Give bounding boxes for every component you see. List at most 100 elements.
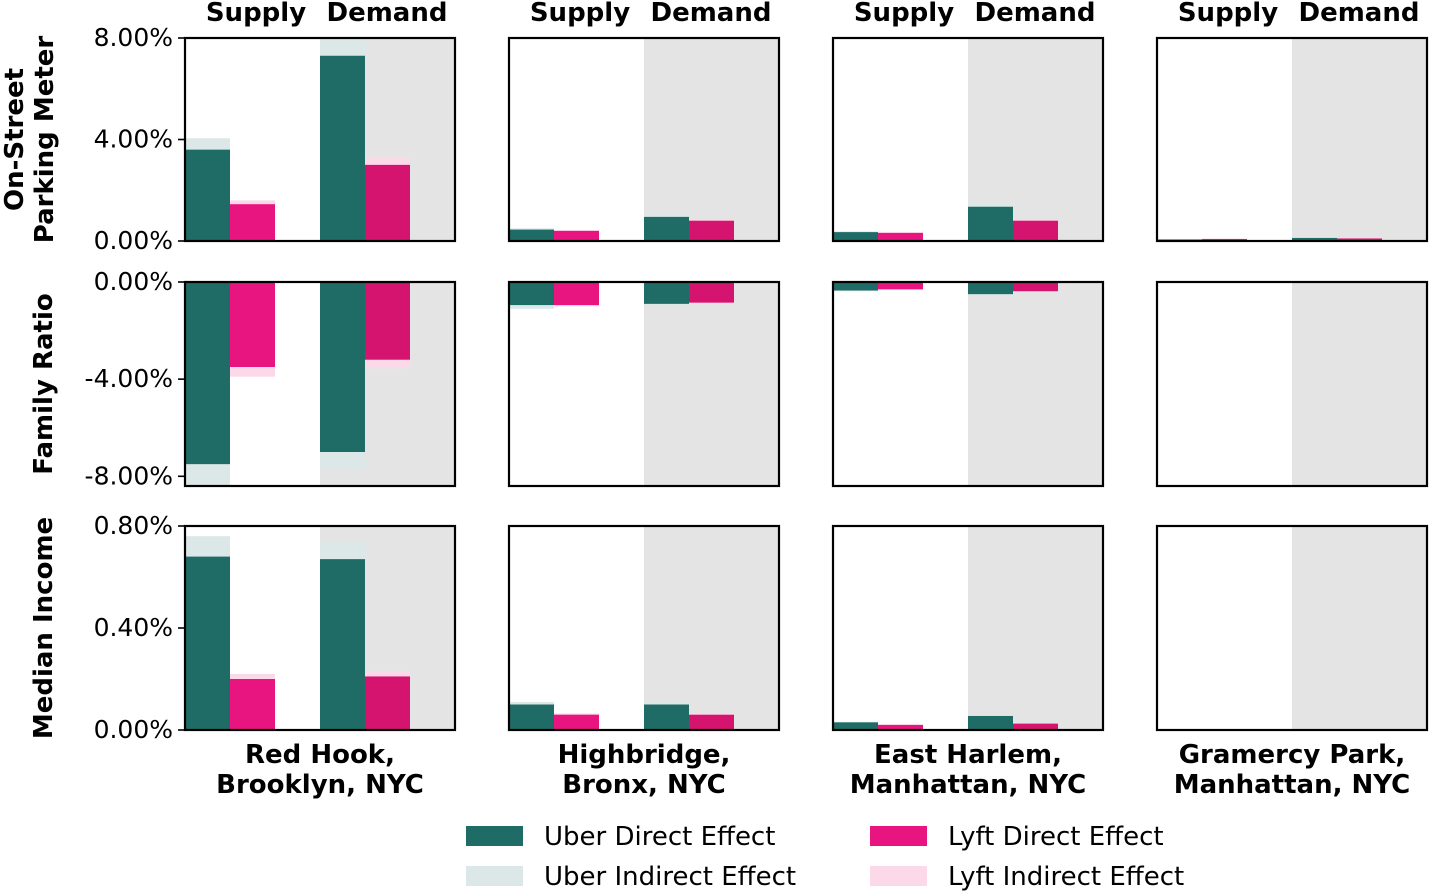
panel-frame (507, 36, 781, 243)
column-label: Gramercy Park, (1179, 740, 1406, 770)
lyft-direct-bar-demand (365, 282, 410, 360)
legend-swatch (466, 826, 523, 846)
panel-r1-c1 (178, 36, 457, 243)
panel-frame (831, 36, 1105, 243)
y-tick-label: 4.00% (94, 125, 173, 154)
lyft-direct-bar-demand (1013, 220, 1058, 241)
lyft-direct-bar-supply (878, 232, 923, 241)
lyft-direct-bar-supply (554, 282, 599, 306)
uber-direct-bar-demand (644, 216, 689, 241)
column-label: Red Hook, (245, 740, 395, 770)
column-label: Bronx, NYC (562, 770, 725, 800)
lyft-direct-bar-demand (1337, 238, 1382, 241)
lyft-direct-bar-supply (878, 282, 923, 290)
lyft-direct-bar-supply (230, 679, 275, 730)
panel-frame (1155, 36, 1429, 243)
legend-label: Uber Indirect Effect (544, 862, 796, 892)
uber-direct-bar-demand (1292, 237, 1337, 241)
uber-direct-bar-supply (185, 556, 230, 730)
group-header-demand: Demand (651, 0, 772, 28)
panel-frame (507, 524, 781, 732)
panel-r2-c2 (507, 280, 781, 488)
panel-r1-c4 (1155, 36, 1429, 243)
lyft-direct-bar-demand (365, 676, 410, 730)
lyft-direct-bar-demand (689, 220, 734, 241)
demand-background (644, 526, 779, 730)
uber-direct-bar-supply (833, 722, 878, 730)
y-tick-label: -8.00% (85, 461, 173, 490)
lyft-direct-bar-supply (230, 282, 275, 367)
demand-background (968, 282, 1103, 486)
column-label: Highbridge, (558, 740, 731, 770)
chart-legend: Uber Direct Effect Uber Indirect Effect Ly… (466, 822, 1184, 892)
y-tick-label: 0.00% (94, 267, 173, 296)
group-header-supply: Supply (530, 0, 630, 28)
demand-background (644, 282, 779, 486)
column-label: Brooklyn, NYC (216, 770, 424, 800)
uber-direct-bar-demand (320, 559, 365, 730)
panel-r3-c3 (831, 524, 1105, 732)
uber-direct-bar-demand (968, 206, 1013, 241)
chart-panels (178, 36, 1429, 732)
group-header-supply: Supply (854, 0, 954, 28)
row-label: On-Street (0, 68, 30, 211)
uber-direct-bar-supply (509, 704, 554, 730)
lyft-direct-bar-supply (878, 724, 923, 730)
legend-swatch (466, 866, 523, 886)
uber-direct-bar-demand (320, 282, 365, 452)
panel-r3-c1 (178, 524, 457, 732)
panel-r3-c2 (507, 524, 781, 732)
panel-frame (507, 280, 781, 488)
lyft-direct-bar-supply (554, 714, 599, 730)
uber-direct-bar-demand (644, 282, 689, 304)
row-label: Median Income (29, 517, 59, 739)
legend-label: Lyft Indirect Effect (948, 862, 1184, 892)
panel-r3-c4 (1155, 524, 1429, 732)
lyft-direct-bar-demand (1013, 282, 1058, 292)
uber-direct-bar-demand (968, 715, 1013, 730)
y-tick-label: 0.00% (94, 715, 173, 744)
uber-direct-bar-supply (509, 282, 554, 306)
panel-r2-c4 (1155, 280, 1429, 488)
demand-background (644, 38, 779, 241)
legend-swatch (870, 826, 927, 846)
panel-frame (831, 524, 1105, 732)
row-label: Parking Meter (30, 36, 60, 244)
demand-background (1292, 282, 1427, 486)
lyft-direct-bar-supply (230, 204, 275, 241)
chart-labels: 8.00% 4.00% 0.00% On-Street Parking Meter 0.0… (0, 0, 1419, 800)
column-label: East Harlem, (874, 740, 1062, 770)
demand-background (1292, 38, 1427, 241)
lyft-direct-bar-demand (689, 714, 734, 730)
group-header-supply: Supply (1178, 0, 1278, 28)
y-tick-label: 0.80% (94, 511, 173, 540)
group-header-demand: Demand (327, 0, 448, 28)
demand-background (1292, 526, 1427, 730)
uber-direct-bar-demand (968, 282, 1013, 295)
panel-frame (1155, 280, 1429, 488)
group-header-demand: Demand (1299, 0, 1420, 28)
panel-frame (183, 280, 457, 488)
y-tick-label: -4.00% (85, 364, 173, 393)
uber-direct-bar-demand (644, 704, 689, 730)
panel-frame (831, 280, 1105, 488)
uber-direct-bar-supply (833, 282, 878, 291)
lyft-direct-bar-demand (365, 164, 410, 241)
uber-direct-bar-supply (509, 229, 554, 241)
column-label: Manhattan, NYC (1174, 770, 1411, 800)
group-header-demand: Demand (975, 0, 1096, 28)
uber-direct-bar-demand (320, 55, 365, 242)
panel-r1-c3 (831, 36, 1105, 243)
uber-direct-bar-supply (185, 282, 230, 465)
y-tick-label: 0.00% (94, 226, 173, 255)
group-header-supply: Supply (206, 0, 306, 28)
lyft-direct-bar-supply (554, 230, 599, 241)
panel-frame (1155, 524, 1429, 732)
uber-direct-bar-supply (833, 232, 878, 241)
uber-direct-bar-supply (185, 149, 230, 241)
panel-r2-c1 (178, 280, 457, 488)
y-tick-label: 8.00% (94, 23, 173, 52)
legend-swatch (870, 866, 927, 886)
lyft-direct-bar-demand (1013, 723, 1058, 730)
